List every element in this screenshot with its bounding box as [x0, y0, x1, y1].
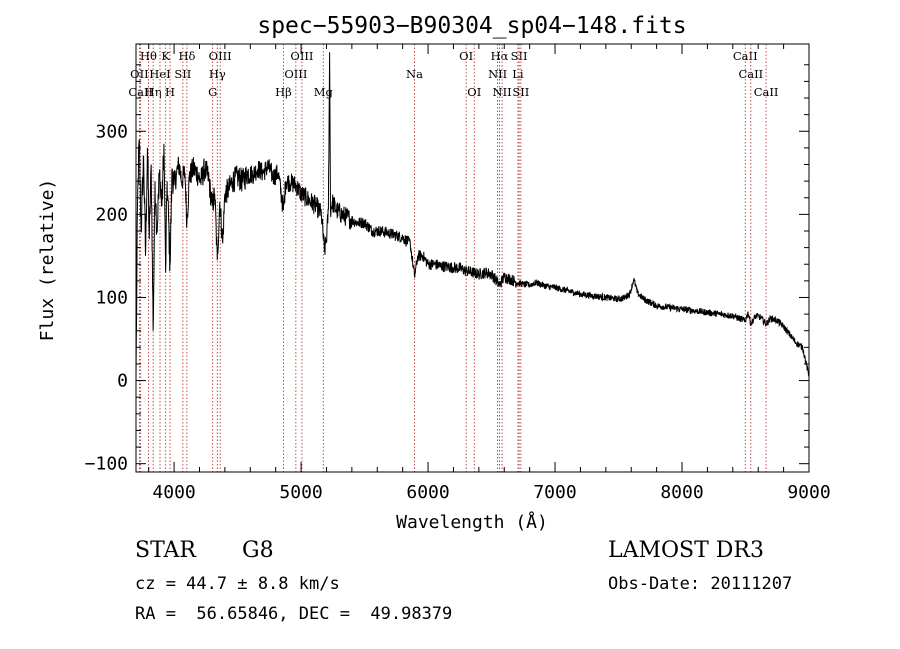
line-label-9: OIII: [209, 49, 232, 63]
axes: 4000 5000 6000 7000 8000 9000 −100 0 100 200 300: [85, 43, 831, 503]
line-label-8: Hδ: [178, 49, 195, 63]
object-type: STAR: [135, 538, 196, 563]
y-tick-label: 300: [95, 121, 128, 142]
y-tick-label: 200: [95, 204, 128, 225]
line-label-23: Li: [512, 67, 524, 81]
line-label-5: K: [161, 49, 170, 63]
line-label-20: NII: [488, 67, 507, 81]
x-tick-label: 4000: [152, 482, 195, 503]
x-axis-label: Wavelength (Å): [396, 511, 548, 533]
y-tick-label: 100: [95, 287, 128, 308]
x-tick-label: 6000: [406, 482, 449, 503]
line-label-4: HeI: [149, 67, 170, 81]
obs-date: Obs-Date: 20111207: [608, 574, 793, 594]
line-label-21: NII: [493, 85, 512, 99]
line-label-17: OI: [459, 49, 473, 63]
y-tick-label: 0: [117, 371, 128, 392]
line-label-11: G: [208, 85, 217, 99]
line-label-22: SII: [511, 49, 528, 63]
x-tick-label: 7000: [533, 482, 576, 503]
redshift-readout: cz = 44.7 ± 8.8 km/s: [135, 574, 340, 594]
line-label-16: Na: [406, 67, 423, 81]
spectrum-trace-group: [135, 52, 810, 381]
line-label-24: SII: [512, 85, 529, 99]
line-label-10: Hγ: [209, 67, 226, 81]
line-label-13: OIII: [290, 49, 313, 63]
object-subclass: G8: [242, 538, 274, 563]
line-label-12: Hβ: [275, 85, 292, 99]
line-label-14: OIII: [284, 67, 307, 81]
y-tick-label: −100: [85, 454, 128, 475]
line-label-25: CaII: [733, 49, 758, 63]
line-label-6: SII: [174, 67, 191, 81]
spectral-line-markers: CaII OII Hθ Hη HeI K SII H Hδ OIII Hγ G Hβ OIII OIII Mg…: [128, 44, 778, 472]
line-label-1: OII: [130, 67, 149, 81]
coordinates: RA = 56.65846, DEC = 49.98379: [135, 604, 453, 624]
line-label-26: CaII: [738, 67, 763, 81]
survey-name: LAMOST DR3: [608, 538, 764, 563]
spectrum-trace: [135, 52, 810, 381]
line-label-18: OI: [467, 85, 481, 99]
line-label-3: Hη: [145, 85, 162, 99]
line-label-0: CaII: [128, 85, 153, 99]
x-tick-label: 5000: [279, 482, 322, 503]
x-tick-label: 9000: [787, 482, 830, 503]
line-label-2: Hθ: [140, 49, 157, 63]
line-label-7: H: [165, 85, 175, 99]
y-axis-label: Flux (relative): [37, 179, 58, 342]
line-label-15: Mg: [314, 85, 334, 99]
line-label-19: Hα: [491, 49, 509, 63]
x-tick-label: 8000: [660, 482, 703, 503]
line-label-27: CaII: [754, 85, 779, 99]
chart-title: spec−55903−B90304_sp04−148.fits: [257, 13, 686, 39]
plot-frame: [135, 43, 810, 473]
